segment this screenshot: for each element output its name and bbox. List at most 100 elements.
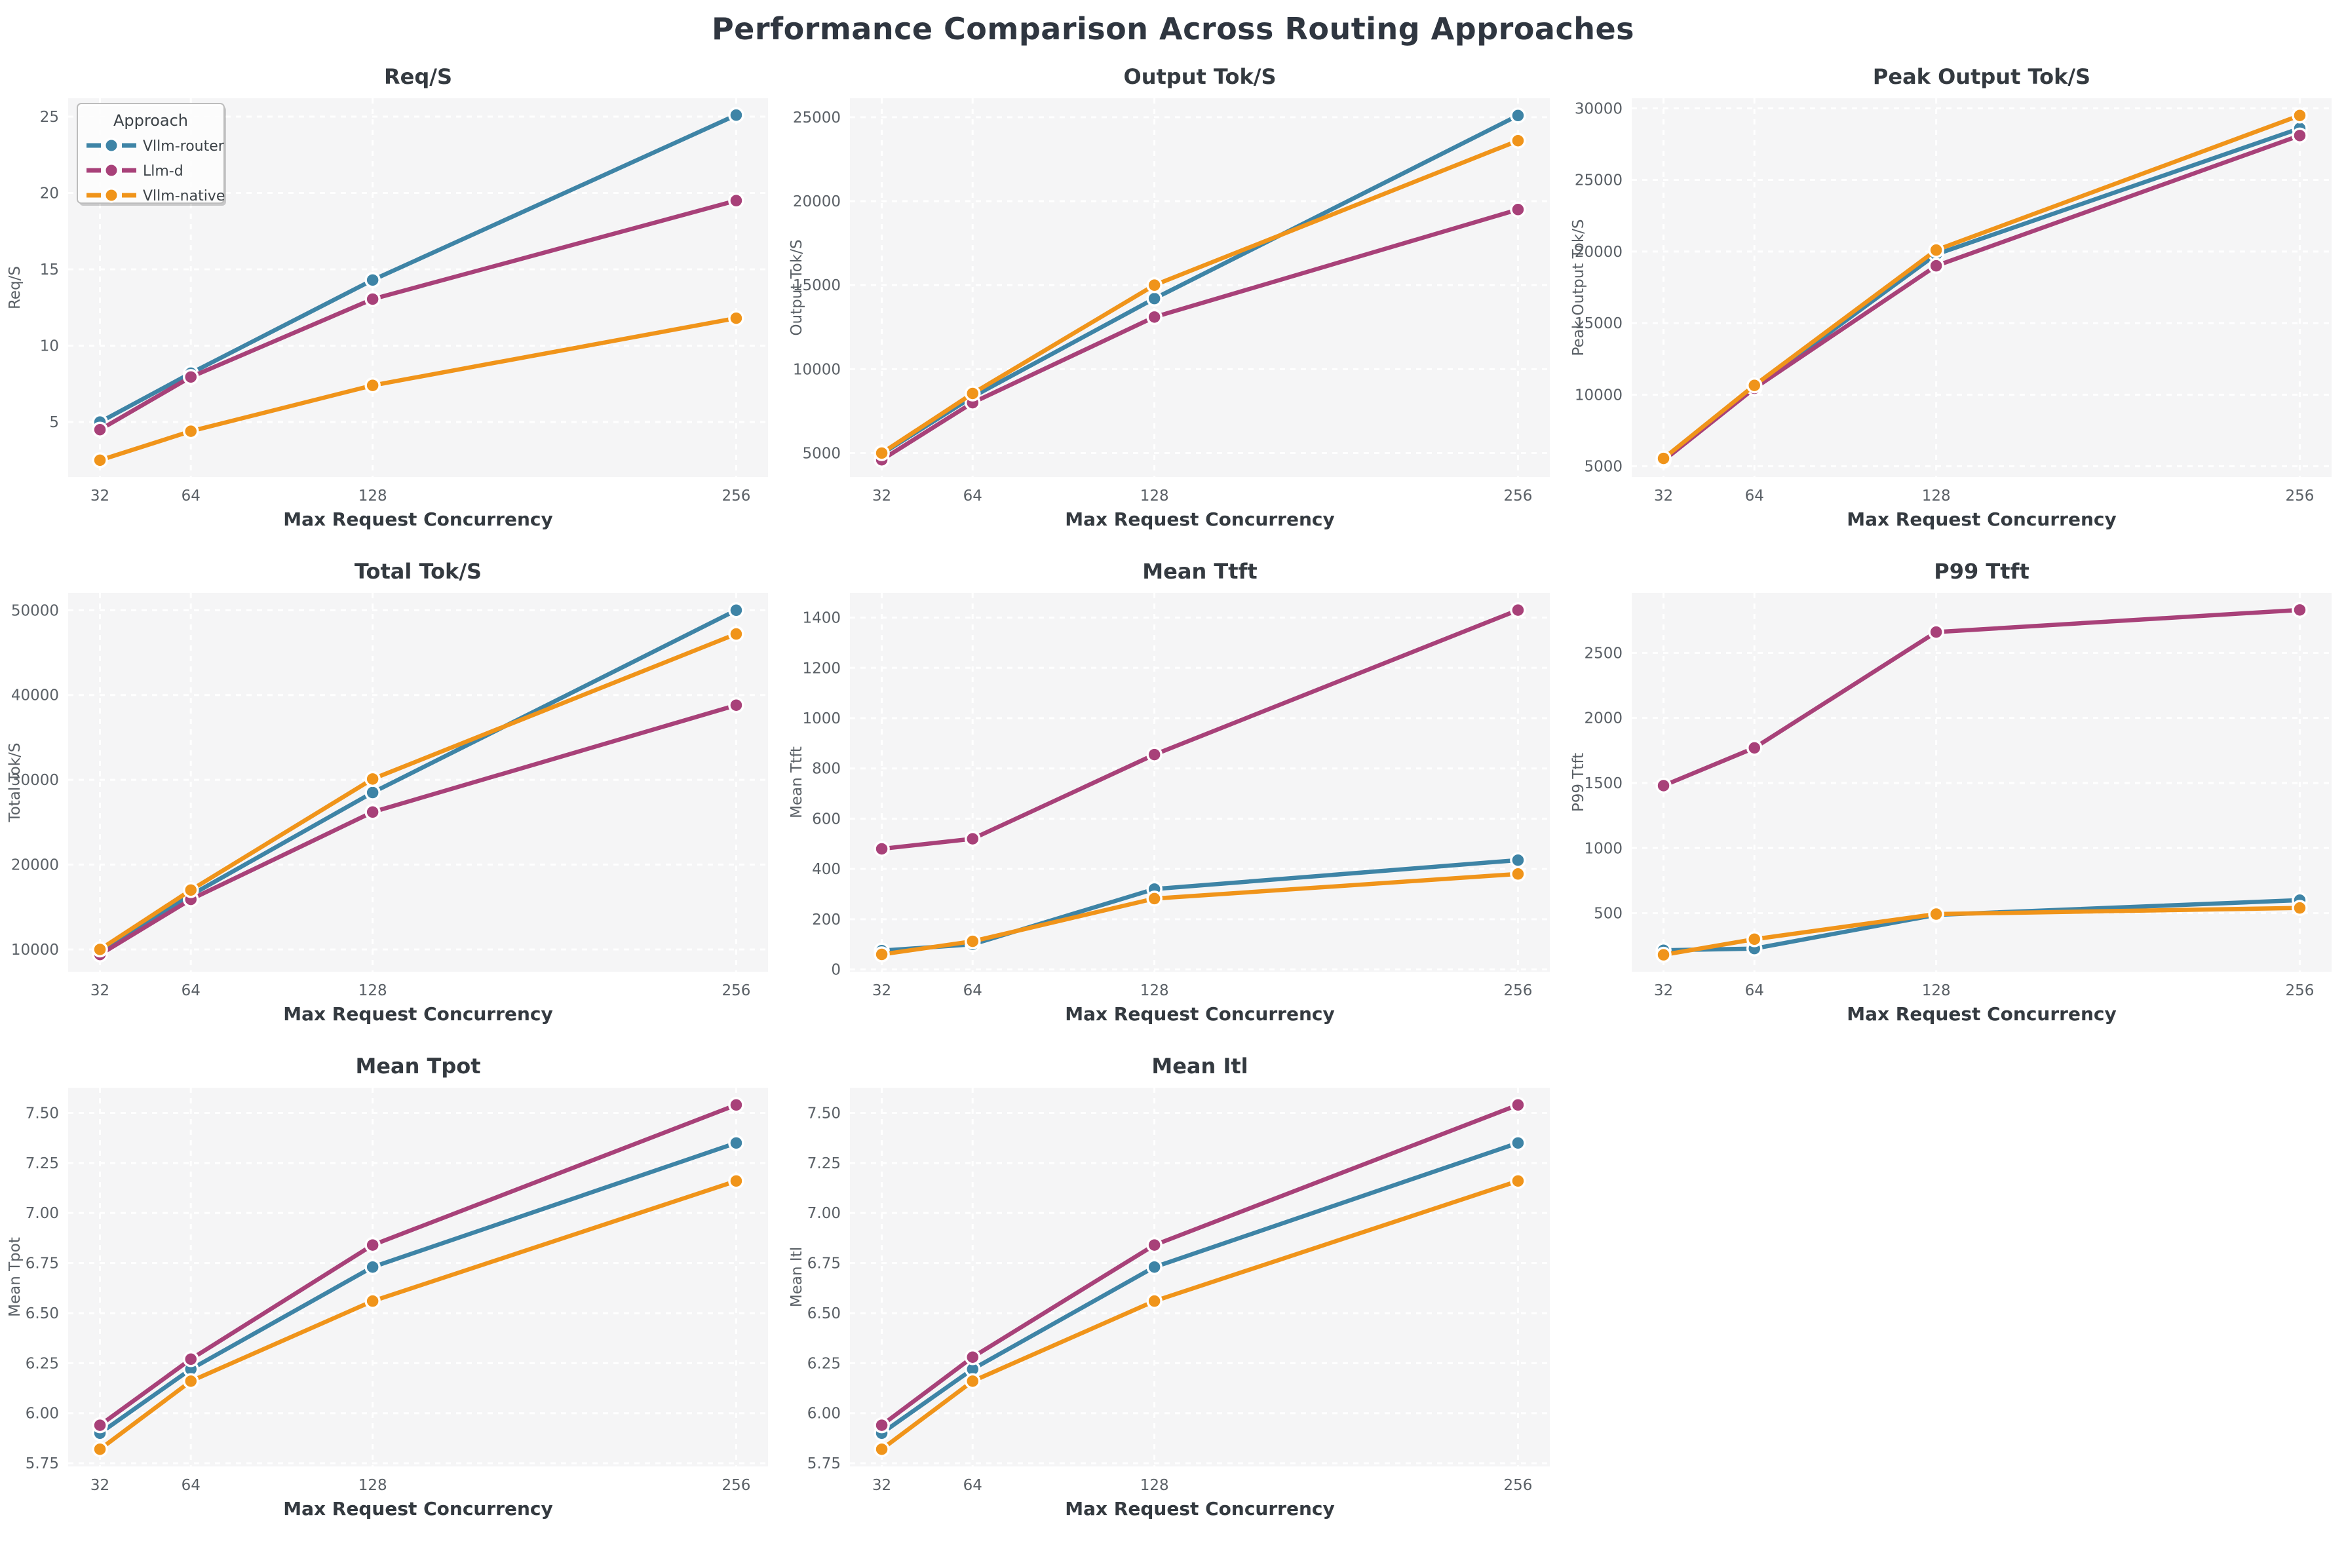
y-axis-label: Mean Ttft	[788, 746, 805, 818]
data-point-vllm-native	[182, 423, 199, 440]
chart-title: Output Tok/S	[1124, 64, 1277, 89]
y-axis-label: Mean Itl	[788, 1247, 805, 1307]
data-point-llm-d	[2292, 127, 2308, 144]
data-point-llm-d	[874, 1417, 890, 1434]
y-axis-label: Total Tok/S	[7, 743, 24, 823]
data-point-llm-d	[1928, 624, 1944, 640]
y-tick-label: 2500	[1584, 645, 1623, 662]
legend-label: Llm-d	[143, 163, 183, 180]
x-axis-label: Max Request Concurrency	[1847, 508, 2117, 530]
x-tick-label: 128	[1140, 488, 1169, 505]
series-line-llm-d	[879, 1103, 1520, 1428]
x-axis-label: Max Request Concurrency	[283, 1003, 553, 1025]
x-tick-label: 256	[1504, 1477, 1533, 1494]
chart-cell-output-tok-s: Output Tok/S Max Request Concurrency Outpu…	[782, 58, 1564, 552]
data-point-vllm-router	[728, 1135, 744, 1151]
y-tick-label: 6.25	[807, 1355, 841, 1372]
data-point-vllm-native	[964, 1373, 981, 1390]
y-tick-label: 1000	[802, 710, 841, 727]
x-tick-label: 128	[358, 982, 387, 999]
plot-area	[850, 593, 1550, 972]
series-line-vllm-router	[98, 608, 739, 953]
series-line-llm-d	[1661, 607, 2302, 788]
y-tick-label: 50000	[11, 602, 59, 619]
y-tick-label: 0	[831, 962, 841, 979]
y-tick-label: 7.25	[26, 1155, 59, 1172]
charts-grid: Req/S Max Request Concurrency Req/S 32 64 128…	[0, 58, 2346, 1542]
x-tick-label: 32	[872, 488, 891, 505]
chart-mean-tpot: Mean Tpot Max Request Concurrency Mean Tpo…	[7, 1054, 768, 1520]
data-point-vllm-native	[1655, 946, 1672, 963]
chart-mean-itl: Mean Itl Max Request Concurrency Mean Itl 3…	[788, 1054, 1550, 1520]
data-point-vllm-router	[1510, 1135, 1526, 1151]
chart-req-s: Req/S Max Request Concurrency Req/S 32 64 128…	[7, 64, 768, 530]
data-point-vllm-native	[964, 933, 981, 949]
x-tick-label: 256	[2286, 488, 2315, 505]
chart-cell-peak-output-tok-s: Peak Output Tok/S Max Request Concurrency…	[1564, 58, 2345, 552]
chart-total-tok-s: Total Tok/S Max Request Concurrency Total …	[7, 559, 768, 1025]
data-point-vllm-native	[1510, 132, 1526, 149]
x-tick-label: 128	[1140, 982, 1169, 999]
chart-p99-ttft: P99 Ttft Max Request Concurrency P99 Ttft 3…	[1570, 559, 2332, 1025]
y-axis-label: Peak Output Tok/S	[1570, 219, 1587, 356]
data-point-vllm-native	[874, 946, 890, 963]
data-point-vllm-native	[1146, 890, 1163, 907]
legend-label: Vllm-native	[143, 188, 225, 204]
data-point-vllm-native	[92, 452, 108, 468]
y-tick-label: 25	[40, 109, 59, 126]
plot-area	[850, 1088, 1550, 1466]
data-point-vllm-router	[1510, 107, 1526, 124]
series-line-llm-d	[98, 1103, 739, 1428]
data-point-vllm-router	[364, 1259, 381, 1275]
x-tick-label: 128	[358, 1477, 387, 1494]
y-tick-label: 6.50	[26, 1305, 59, 1322]
data-point-vllm-native	[92, 1441, 108, 1457]
data-point-vllm-native	[364, 1293, 381, 1309]
y-tick-label: 7.00	[807, 1205, 841, 1222]
legend-title: Approach	[113, 111, 188, 130]
data-point-vllm-native	[364, 771, 381, 788]
series-line-vllm-native	[1661, 906, 2302, 957]
chart-title: Mean Itl	[1151, 1054, 1248, 1079]
x-tick-label: 256	[1504, 488, 1533, 505]
chart-cell-p99-ttft: P99 Ttft Max Request Concurrency P99 Ttft 3…	[1564, 552, 2345, 1047]
chart-title: Req/S	[384, 64, 452, 89]
y-tick-label: 5.75	[807, 1455, 841, 1472]
y-tick-label: 20000	[793, 193, 841, 210]
series-line-llm-d	[879, 607, 1520, 851]
chart-cell-mean-tpot: Mean Tpot Max Request Concurrency Mean Tpo…	[0, 1047, 782, 1542]
data-point-vllm-router	[728, 107, 744, 123]
y-tick-label: 5	[49, 414, 59, 431]
plot-area	[68, 593, 768, 972]
y-tick-label: 5.75	[26, 1455, 59, 1472]
y-tick-label: 10000	[793, 361, 841, 378]
data-point-vllm-native	[2292, 107, 2308, 124]
data-point-llm-d	[364, 291, 381, 307]
series-line-vllm-native	[98, 632, 739, 952]
chart-title: Mean Tpot	[355, 1054, 480, 1079]
x-tick-label: 128	[1140, 1477, 1169, 1494]
y-tick-label: 15000	[1575, 315, 1623, 332]
x-tick-label: 64	[963, 488, 982, 505]
series-line-llm-d	[98, 198, 739, 432]
y-tick-label: 15	[40, 261, 59, 278]
data-point-llm-d	[2292, 602, 2308, 619]
chart-output-tok-s: Output Tok/S Max Request Concurrency Outpu…	[788, 64, 1550, 530]
series-line-vllm-router	[879, 1141, 1520, 1436]
legend-marker	[104, 138, 119, 153]
data-point-llm-d	[182, 1351, 199, 1367]
x-tick-label: 256	[722, 1477, 751, 1494]
x-tick-label: 32	[90, 982, 109, 999]
x-tick-label: 64	[182, 488, 201, 505]
y-axis-label: Req/S	[7, 266, 24, 309]
data-point-vllm-native	[2292, 900, 2308, 916]
legend-marker	[104, 187, 119, 203]
x-tick-label: 256	[722, 982, 751, 999]
series-line-vllm-native	[98, 1179, 739, 1451]
y-tick-label: 5000	[1584, 459, 1623, 476]
data-point-vllm-native	[1510, 1173, 1526, 1189]
x-tick-label: 32	[872, 1477, 891, 1494]
data-point-llm-d	[1146, 309, 1163, 326]
y-tick-label: 7.00	[26, 1205, 59, 1222]
